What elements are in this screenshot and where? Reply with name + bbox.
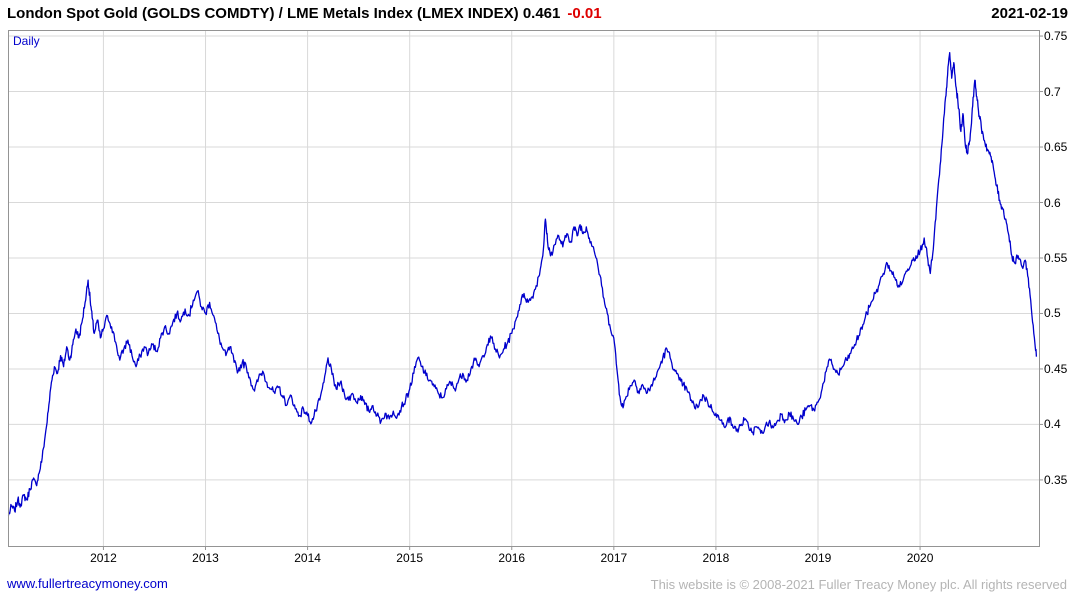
y-tick-label: 0.45: [1044, 361, 1068, 376]
y-tick-label: 0.35: [1044, 472, 1068, 487]
price-line: [7, 52, 1038, 516]
copyright-text: This website is © 2008-2021 Fuller Treac…: [650, 577, 1067, 592]
y-tick-label: 0.7: [1044, 84, 1061, 99]
site-link[interactable]: www.fullertreacymoney.com: [7, 576, 168, 591]
x-tick-label: 2020: [906, 551, 934, 565]
x-tick-label: 2019: [804, 551, 832, 565]
x-tick-label: 2017: [600, 551, 628, 565]
chart-change-value: -0.01: [567, 5, 602, 22]
y-tick-label: 0.6: [1044, 195, 1061, 210]
x-tick-label: 2015: [396, 551, 424, 565]
x-tick-label: 2016: [498, 551, 526, 565]
interval-label: Daily: [13, 34, 40, 48]
plot-border: [8, 30, 1040, 547]
y-tick-label: 0.55: [1044, 250, 1068, 265]
y-tick-label: 0.75: [1044, 29, 1068, 44]
x-tick-label: 2013: [192, 551, 219, 565]
y-tick-label: 0.5: [1044, 306, 1061, 321]
chart-date: 2021-02-19: [991, 5, 1068, 22]
y-tick-label: 0.65: [1044, 140, 1068, 155]
x-tick-label: 2012: [90, 551, 117, 565]
x-tick-label: 2018: [702, 551, 730, 565]
chart-title: London Spot Gold (GOLDS COMDTY) / LME Me…: [7, 5, 602, 22]
x-tick-label: 2014: [294, 551, 321, 565]
chart-title-text: London Spot Gold (GOLDS COMDTY) / LME Me…: [7, 5, 561, 22]
y-tick-label: 0.4: [1044, 417, 1061, 432]
